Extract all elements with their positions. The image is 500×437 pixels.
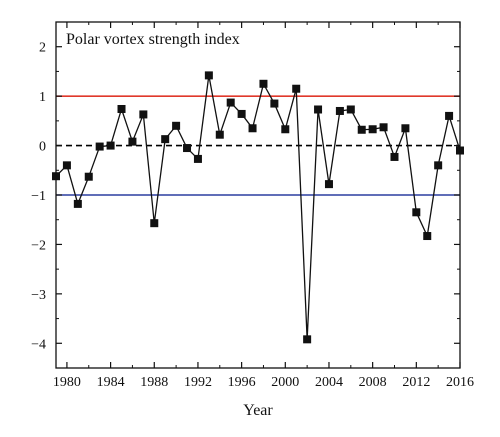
data-point-1992 xyxy=(193,154,202,163)
data-point-1986 xyxy=(128,137,137,146)
data-point-1995 xyxy=(226,98,235,107)
data-point-1984 xyxy=(106,141,115,150)
data-point-2008 xyxy=(368,125,377,134)
chart-title: Polar vortex strength index xyxy=(66,31,240,48)
data-point-1981 xyxy=(73,199,82,208)
data-point-1994 xyxy=(215,130,224,139)
data-point-2012 xyxy=(412,208,421,217)
y-tick-label--4: −4 xyxy=(31,337,46,352)
data-point-2002 xyxy=(303,335,312,344)
y-tick-label--2: −2 xyxy=(31,238,46,253)
data-point-1996 xyxy=(237,109,246,118)
data-point-1990 xyxy=(172,121,181,130)
data-point-2001 xyxy=(292,84,301,93)
x-tick-label-2008: 2008 xyxy=(359,375,387,390)
x-tick-label-2016: 2016 xyxy=(446,375,474,390)
data-point-2000 xyxy=(281,125,290,134)
y-tick-label-2: 2 xyxy=(39,41,46,56)
x-axis-title: Year xyxy=(243,402,273,419)
data-point-1991 xyxy=(183,144,192,153)
y-tick-label-0: 0 xyxy=(39,140,46,155)
plot-area: 1980 1984 1988 1992 1996 2000 2004 2008 2012 2016… xyxy=(31,21,474,390)
data-point-2007 xyxy=(357,125,366,134)
data-point-2005 xyxy=(335,106,344,115)
x-tick-label-1996: 1996 xyxy=(228,375,256,390)
data-point-1988 xyxy=(150,219,159,228)
y-tick-label--1: −1 xyxy=(31,189,46,204)
data-point-2004 xyxy=(324,180,333,189)
data-point-2014 xyxy=(434,161,443,170)
x-tick-label-1980: 1980 xyxy=(53,375,81,390)
y-tick-label--3: −3 xyxy=(31,288,46,303)
data-point-2010 xyxy=(390,152,399,161)
data-point-1983 xyxy=(95,142,104,151)
y-tick-label-1: 1 xyxy=(39,90,46,105)
series-line xyxy=(55,74,461,340)
data-point-1998 xyxy=(259,79,268,88)
data-point-1980 xyxy=(62,161,71,170)
data-point-1982 xyxy=(84,172,93,181)
data-point-1989 xyxy=(161,135,170,144)
data-point-2015 xyxy=(445,111,454,120)
data-point-1985 xyxy=(117,104,126,113)
x-tick-label-1992: 1992 xyxy=(184,375,212,390)
x-tick-label-2000: 2000 xyxy=(271,375,299,390)
x-tick-label-2012: 2012 xyxy=(402,375,430,390)
x-tick-label-1988: 1988 xyxy=(140,375,168,390)
data-point-1987 xyxy=(139,110,148,119)
data-point-2003 xyxy=(314,105,323,114)
data-point-2009 xyxy=(379,123,388,132)
data-point-1997 xyxy=(248,124,257,133)
x-tick-label-1984: 1984 xyxy=(97,375,125,390)
data-point-1999 xyxy=(270,99,279,108)
data-point-2006 xyxy=(346,105,355,114)
data-point-2011 xyxy=(401,124,410,133)
data-point-1993 xyxy=(204,71,213,80)
data-point-2013 xyxy=(423,232,432,241)
x-tick-label-2004: 2004 xyxy=(315,375,343,390)
